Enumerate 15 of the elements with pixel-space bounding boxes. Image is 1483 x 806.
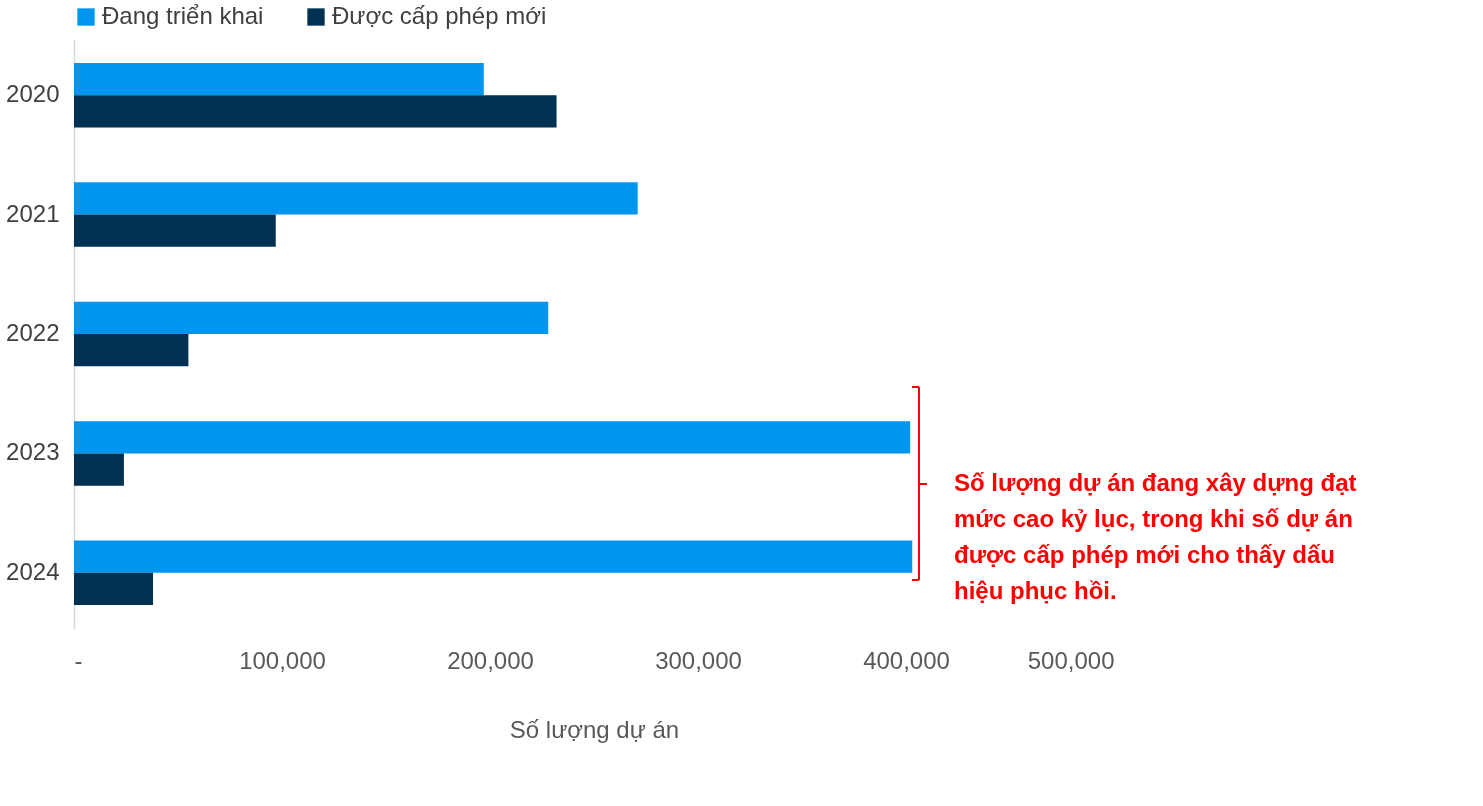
annotation: Số lượng dự án đang xây dựng đạt mức cao kỷ lục, trong khi số dự án được cấp phép mới cho thấy dấu hiệu phục hồi. bbox=[954, 469, 1357, 604]
y-tick-label: 2021 bbox=[6, 199, 60, 227]
legend-label: Được cấp phép mới bbox=[332, 2, 547, 29]
x-axis-title: Số lượng dự án bbox=[509, 715, 680, 743]
x-tick-label: 500,000 bbox=[1027, 646, 1115, 674]
x-tick-label: 100,000 bbox=[239, 646, 326, 674]
y-tick-label: 2023 bbox=[6, 438, 60, 466]
x-tick-label: 300,000 bbox=[655, 646, 742, 674]
legend-label: Đang triển khai bbox=[102, 2, 264, 29]
x-tick-label: - bbox=[74, 646, 83, 674]
y-tick-label: 2022 bbox=[6, 319, 60, 346]
y-tick-label: 2020 bbox=[6, 80, 60, 108]
y-tick-label: 2024 bbox=[6, 557, 60, 585]
x-tick-label: 200,000 bbox=[447, 646, 534, 674]
x-tick-label: 400,000 bbox=[863, 646, 950, 674]
